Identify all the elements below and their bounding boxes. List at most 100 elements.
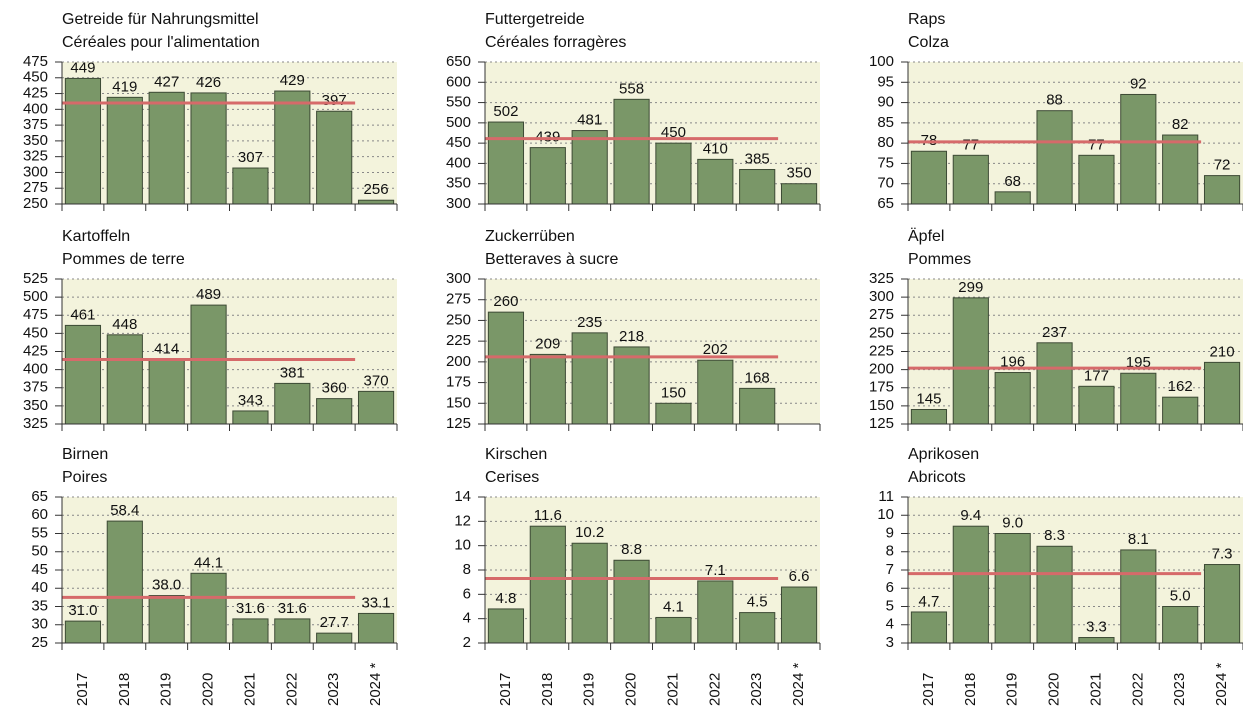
bar bbox=[190, 572, 227, 644]
bar bbox=[232, 167, 269, 205]
bar bbox=[994, 533, 1031, 644]
bar bbox=[148, 595, 185, 644]
y-tick-label: 275 bbox=[446, 291, 471, 308]
value-label: 449 bbox=[70, 59, 95, 76]
bar bbox=[1203, 361, 1241, 425]
value-label: 502 bbox=[493, 103, 518, 120]
bar bbox=[994, 372, 1031, 425]
bar bbox=[316, 110, 353, 205]
y-tick-label: 35 bbox=[31, 597, 48, 614]
bar bbox=[780, 183, 818, 205]
y-tick-label: 325 bbox=[23, 415, 48, 432]
value-label: 426 bbox=[196, 74, 221, 91]
bar bbox=[613, 346, 650, 425]
value-label: 427 bbox=[154, 73, 179, 90]
bar bbox=[232, 410, 269, 425]
y-tick-label: 100 bbox=[869, 53, 894, 70]
bar bbox=[232, 618, 269, 644]
y-tick-label: 375 bbox=[23, 116, 48, 133]
value-label: 260 bbox=[493, 293, 518, 310]
y-tick-label: 10 bbox=[454, 537, 471, 554]
value-label: 145 bbox=[916, 390, 941, 407]
y-tick-label: 300 bbox=[23, 163, 48, 180]
y-tick-label: 9 bbox=[886, 524, 894, 541]
x-tick-label: 2021 bbox=[241, 673, 258, 706]
y-tick-label: 80 bbox=[877, 134, 894, 151]
value-label: 72 bbox=[1214, 157, 1231, 174]
value-label: 558 bbox=[619, 80, 644, 97]
value-label: 77 bbox=[962, 136, 979, 153]
value-label: 299 bbox=[958, 279, 983, 296]
x-tick-label: 2020 bbox=[623, 673, 640, 706]
y-tick-label: 450 bbox=[23, 324, 48, 341]
y-tick-label: 275 bbox=[23, 179, 48, 196]
value-label: 397 bbox=[322, 92, 347, 109]
value-label: 218 bbox=[619, 328, 644, 345]
y-tick-label: 75 bbox=[877, 154, 894, 171]
y-tick-label: 2 bbox=[463, 634, 471, 651]
bar bbox=[655, 402, 692, 425]
y-tick-label: 275 bbox=[869, 306, 894, 323]
value-label: 44.1 bbox=[194, 554, 223, 571]
value-label: 162 bbox=[1168, 378, 1193, 395]
bar bbox=[357, 390, 395, 425]
x-tick-label: 2023 bbox=[748, 673, 765, 706]
y-tick-label: 600 bbox=[446, 73, 471, 90]
y-tick-label: 250 bbox=[446, 311, 471, 328]
bar bbox=[274, 618, 311, 644]
x-tick-label: 2018 bbox=[539, 673, 556, 706]
value-label: 27.7 bbox=[320, 614, 349, 631]
bar bbox=[697, 158, 734, 205]
bar bbox=[148, 91, 185, 205]
bar bbox=[148, 358, 185, 425]
bar bbox=[487, 311, 525, 425]
bar bbox=[613, 559, 650, 644]
bar bbox=[952, 525, 989, 644]
y-tick-label: 65 bbox=[31, 488, 48, 505]
value-label: 7.1 bbox=[705, 562, 726, 579]
bar bbox=[316, 398, 353, 425]
y-tick-label: 40 bbox=[31, 579, 48, 596]
bar bbox=[529, 353, 566, 425]
value-label: 31.6 bbox=[278, 600, 307, 617]
y-tick-label: 12 bbox=[454, 512, 471, 529]
bar bbox=[529, 525, 566, 644]
bar bbox=[910, 150, 948, 205]
bar bbox=[910, 611, 948, 644]
y-tick-label: 85 bbox=[877, 114, 894, 131]
value-label: 82 bbox=[1172, 116, 1189, 133]
chart-subtitle: Céréales forragères bbox=[485, 34, 626, 51]
chart-subtitle: Céréales pour l'alimentation bbox=[62, 34, 260, 51]
bar bbox=[739, 169, 776, 205]
chart-title: Zuckerrüben bbox=[485, 228, 575, 245]
bar bbox=[1120, 549, 1157, 644]
y-tick-label: 65 bbox=[877, 195, 894, 212]
x-tick-label: 2019 bbox=[581, 673, 598, 706]
value-label: 307 bbox=[238, 149, 263, 166]
value-label: 202 bbox=[703, 341, 728, 358]
value-label: 450 bbox=[661, 124, 686, 141]
value-label: 8.8 bbox=[621, 541, 642, 558]
value-label: 210 bbox=[1210, 343, 1235, 360]
chart-title: Kirschen bbox=[485, 446, 547, 463]
value-label: 7.3 bbox=[1212, 545, 1233, 562]
value-label: 419 bbox=[112, 78, 137, 95]
value-label: 461 bbox=[70, 306, 95, 323]
x-tick-label: 2021 bbox=[1087, 673, 1104, 706]
bar bbox=[64, 324, 102, 425]
y-tick-label: 50 bbox=[31, 543, 48, 560]
x-tick-label: 2022 bbox=[706, 673, 723, 706]
value-label: 68 bbox=[1004, 173, 1021, 190]
bar bbox=[1120, 93, 1157, 205]
value-label: 11.6 bbox=[534, 507, 562, 524]
bar bbox=[1162, 134, 1199, 205]
y-tick-label: 90 bbox=[877, 94, 894, 111]
y-tick-label: 6 bbox=[886, 579, 894, 596]
y-tick-label: 200 bbox=[869, 361, 894, 378]
value-label: 429 bbox=[280, 72, 305, 89]
value-label: 489 bbox=[196, 286, 221, 303]
chart-subtitle: Betteraves à sucre bbox=[485, 251, 619, 268]
value-label: 4.5 bbox=[747, 594, 768, 611]
chart-subtitle: Pommes de terre bbox=[62, 251, 185, 268]
bar bbox=[952, 297, 989, 425]
